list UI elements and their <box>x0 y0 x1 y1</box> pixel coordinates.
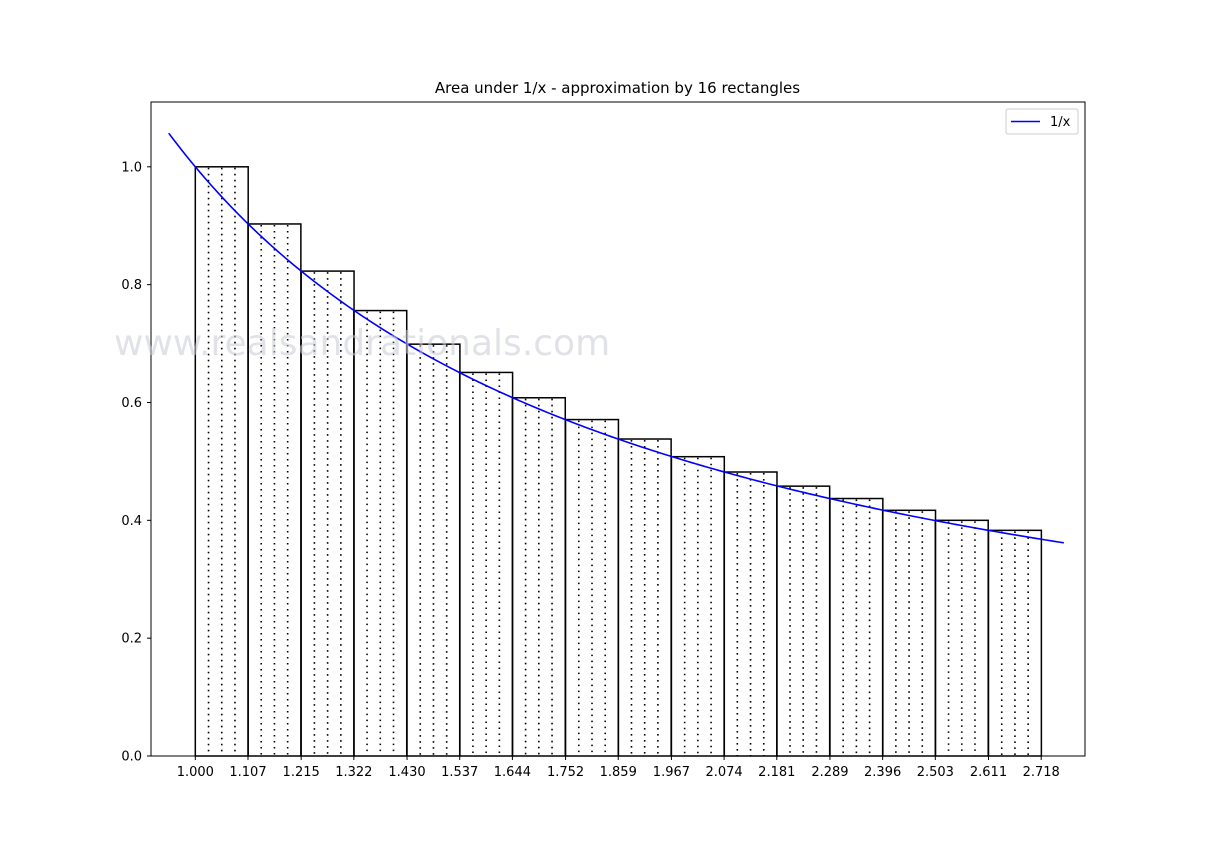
legend-box <box>1005 108 1079 135</box>
approximation-rectangle <box>881 509 937 757</box>
x-tick-label: 1.967 <box>653 765 690 780</box>
approximation-rectangle <box>511 397 567 757</box>
y-tick-label: 0.2 <box>121 632 142 647</box>
x-tick-label: 1.859 <box>600 765 637 780</box>
series-line-1-over-x <box>168 132 1064 544</box>
y-tick-label: 0.4 <box>121 514 142 529</box>
y-tick-label: 1.0 <box>121 160 142 175</box>
legend-label: 1/x <box>1050 115 1071 130</box>
x-tick-label: 2.503 <box>917 765 954 780</box>
x-tick-label: 1.752 <box>547 765 584 780</box>
approximation-rectangle <box>194 166 249 757</box>
x-tick-label: 1.215 <box>283 765 320 780</box>
approximation-rectangle <box>829 497 884 757</box>
x-tick-label: 1.107 <box>229 765 266 780</box>
x-tick-label: 2.289 <box>811 765 848 780</box>
x-tick-label: 2.074 <box>705 765 742 780</box>
y-tick-label: 0.8 <box>121 278 142 293</box>
x-tick-label: 2.718 <box>1023 765 1060 780</box>
x-tick-label: 2.181 <box>758 765 795 780</box>
x-tick-label: 1.644 <box>494 765 531 780</box>
x-tick-label: 1.430 <box>388 765 425 780</box>
y-tick-label: 0.6 <box>121 396 142 411</box>
watermark-text: www.realsandrationals.com <box>114 323 610 364</box>
plot-area: 1.000 1.107 1.215 1.322 1.430 1.537 1.644 1.752… <box>121 101 1086 780</box>
y-tick-label: 0.0 <box>121 750 142 765</box>
approximation-rectangle <box>987 529 1043 757</box>
x-tick-label: 1.537 <box>441 765 478 780</box>
x-tick-label: 1.000 <box>177 765 214 780</box>
x-tick-label: 2.396 <box>864 765 901 780</box>
x-tick-label: 1.322 <box>335 765 372 780</box>
chart-title: Area under 1/x - approximation by 16 rec… <box>435 79 800 97</box>
approximation-rectangle <box>353 309 408 757</box>
x-tick-label: 2.611 <box>970 765 1007 780</box>
